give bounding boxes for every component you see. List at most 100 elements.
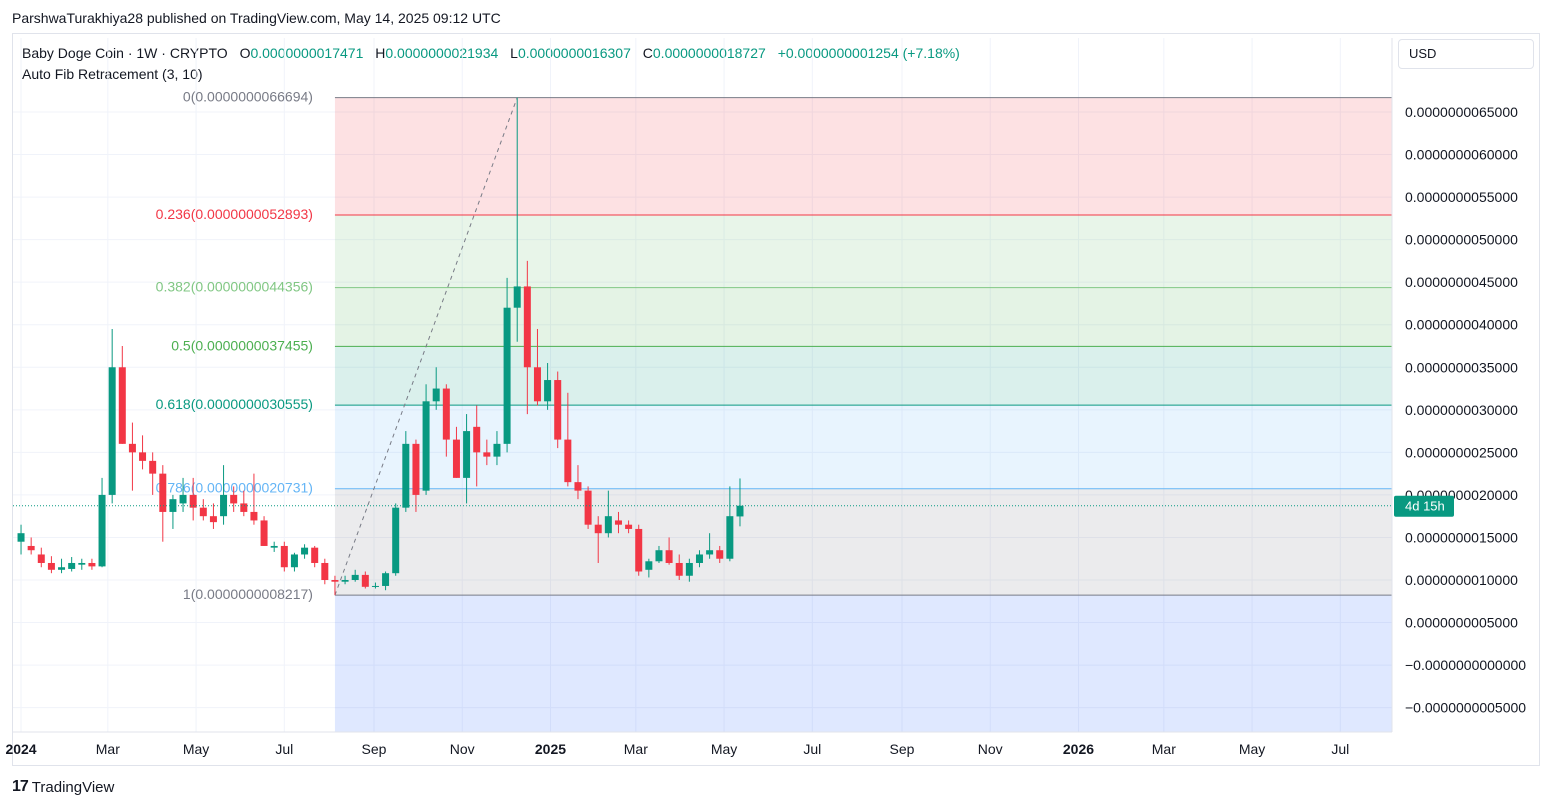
x-axis-tick-label: Sep (890, 741, 915, 757)
x-axis-tick-label: May (711, 741, 737, 757)
candle-body (118, 367, 126, 444)
candle-body (139, 452, 147, 461)
candle-body (695, 554, 703, 563)
fib-zone (334, 215, 1392, 288)
y-axis-tick-label: 0.0000000025000 (1405, 444, 1518, 460)
candle-body (290, 554, 298, 568)
y-axis-tick-label: 0.0000000035000 (1405, 359, 1518, 375)
publisher-attribution: ParshwaTurakhiya28 published on TradingV… (12, 10, 501, 26)
candle-body (209, 516, 217, 523)
candle-body (645, 561, 653, 570)
x-axis-tick-label: Sep (362, 741, 387, 757)
low-value: 0.0000000016307 (517, 45, 631, 61)
candle-body (17, 533, 25, 542)
x-axis-tick-label: Mar (1152, 741, 1176, 757)
candle-body (47, 562, 55, 570)
tradingview-logo-text: TradingView (31, 778, 115, 796)
fib-zone (334, 346, 1392, 406)
candle-body (594, 524, 602, 534)
candle-body (544, 380, 552, 402)
candle-body (483, 452, 491, 457)
change-value: +0.0000000001254 (+7.18%) (777, 45, 960, 61)
x-axis-tick-label: 2025 (535, 741, 566, 757)
candle-body (523, 286, 531, 368)
fib-zone (334, 287, 1392, 347)
candle-body (88, 562, 96, 567)
candle-body (128, 443, 136, 453)
candle-body (402, 443, 410, 508)
y-axis-tick-label: 0.0000000055000 (1405, 189, 1518, 205)
indicator-title[interactable]: Auto Fib Retracement (3, 10) (22, 66, 203, 82)
candle-body (230, 494, 238, 504)
candle-body (189, 494, 197, 508)
candle-body (564, 439, 572, 483)
candle-body (665, 550, 673, 563)
candle-body (452, 439, 460, 478)
fib-zone (334, 405, 1392, 489)
candle-body (533, 367, 541, 402)
fib-zone (334, 97, 1392, 216)
candle-body (58, 567, 66, 570)
x-axis-tick-label: Jul (1331, 741, 1349, 757)
x-axis-tick-label: 2026 (1063, 741, 1094, 757)
open-label: O (239, 45, 251, 61)
fib-level-label: 0.236(0.0000000052893) (156, 206, 313, 222)
open-value: 0.0000000017471 (250, 45, 364, 61)
y-axis-tick-label: 0.0000000060000 (1405, 147, 1518, 163)
candle-body (108, 367, 116, 495)
y-axis-tick-label: 0.0000000005000 (1405, 615, 1518, 631)
fib-retracement: 0(0.0000000066694) 0.236(0.0000000052893)… (156, 89, 1392, 732)
y-axis-tick-label: 0.0000000010000 (1405, 572, 1518, 588)
y-axis-tick-label: 0.0000000045000 (1405, 274, 1518, 290)
x-axis-tick-label: Mar (96, 741, 120, 757)
high-value: 0.0000000021934 (385, 45, 499, 61)
y-axis-tick-label: 0.0000000050000 (1405, 232, 1518, 248)
currency-button[interactable]: USD (1398, 39, 1534, 69)
candle-body (503, 307, 511, 444)
candle-body (574, 482, 582, 491)
candle-body (250, 511, 258, 521)
x-axis-tick-label: Nov (450, 741, 475, 757)
x-axis-tick-label: Nov (978, 741, 1003, 757)
x-axis-tick-label: Jul (803, 741, 821, 757)
y-axis-tick-label: −0.0000000005000 (1405, 700, 1526, 716)
x-axis-tick-label: Mar (624, 741, 648, 757)
candle-body (301, 547, 309, 555)
y-axis-tick-label: 0.0000000040000 (1405, 317, 1518, 333)
x-axis: 2024 Mar May Jul Sep Nov 2025 Mar May Jul Sep Nov 20… (5, 731, 1392, 757)
tradingview-logo[interactable]: 17 TradingView (12, 778, 114, 796)
candle-body (726, 516, 734, 559)
countdown-badge (1394, 495, 1454, 517)
high-label: H (375, 45, 386, 61)
candle-body (260, 520, 268, 546)
candle-body (199, 507, 207, 517)
candle-body (270, 545, 278, 548)
candle-body (604, 516, 612, 534)
candle-body (584, 490, 592, 525)
x-axis-tick-label: May (183, 741, 209, 757)
candle-body (351, 574, 359, 580)
x-axis-tick-label: May (1239, 741, 1265, 757)
candle-body (361, 574, 369, 587)
candle-body (371, 585, 379, 587)
candle-body (614, 520, 622, 525)
candle-body (341, 580, 349, 582)
symbol-legend[interactable]: Baby Doge Coin · 1W · CRYPTO O0.00000000… (22, 45, 960, 61)
fib-zone-extension (334, 595, 1392, 732)
candle-body (412, 443, 420, 495)
candle-body (432, 388, 440, 402)
symbol-name[interactable]: Baby Doge Coin · 1W · CRYPTO (22, 45, 228, 61)
candle-body (685, 562, 693, 576)
candle-body (382, 573, 390, 586)
candle-body (311, 547, 319, 563)
fib-level-label: 0(0.0000000066694) (183, 89, 313, 105)
candle-body (240, 503, 248, 512)
candle-body (68, 562, 76, 569)
candle-body (442, 388, 450, 440)
x-axis-tick-label: Jul (275, 741, 293, 757)
y-axis-tick-label: 0.0000000065000 (1405, 104, 1518, 120)
candle-body (716, 550, 724, 559)
close-label: C (642, 45, 653, 61)
fib-level-label: 0.786(0.0000000020731) (156, 480, 313, 496)
